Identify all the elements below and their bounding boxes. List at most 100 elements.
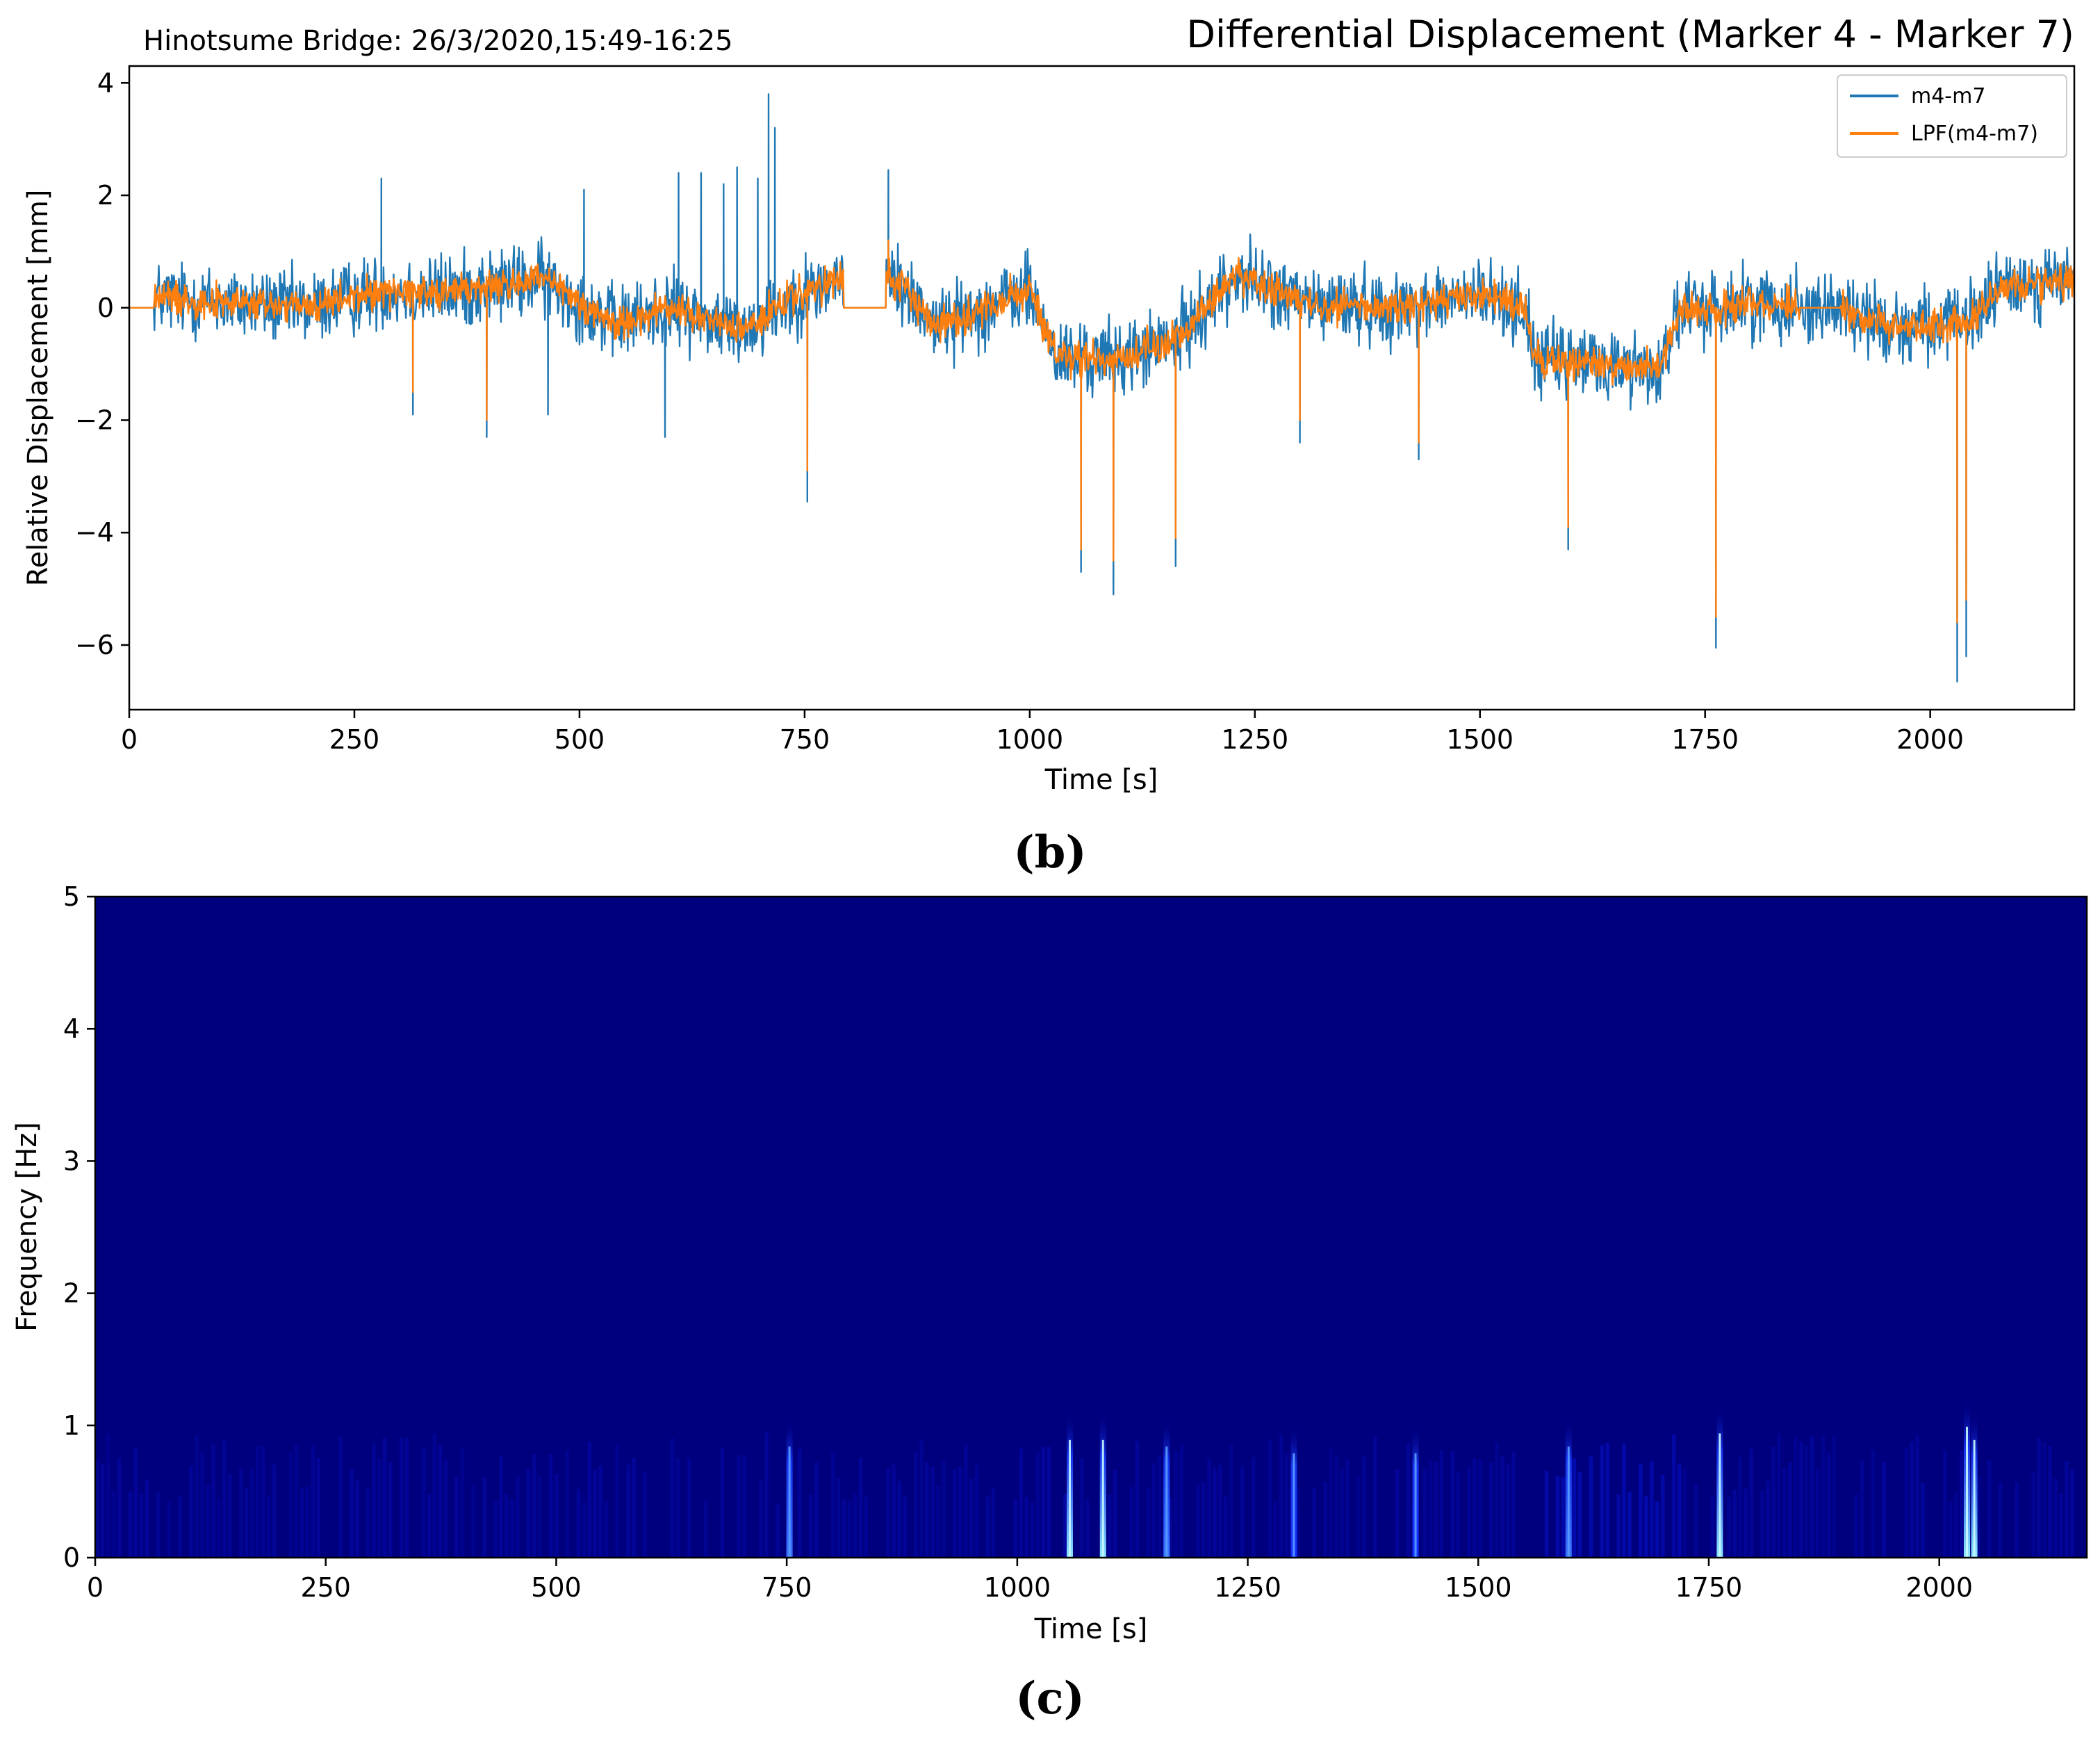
b-xtick-label-4: 1000 [996, 724, 1063, 755]
spectrogram-column [1788, 1462, 1792, 1558]
spectrogram-column [228, 1474, 232, 1558]
b-xtick-label-2: 500 [555, 724, 605, 755]
spectrogram-column [438, 1445, 443, 1558]
spectrogram-column [670, 1438, 675, 1558]
spectrogram-column [471, 1485, 475, 1558]
series-line-lpf [129, 239, 2074, 623]
spectrogram-column [1439, 1451, 1444, 1558]
panel-b-frame [128, 65, 2076, 711]
spectrogram-column [1915, 1435, 1919, 1558]
spectrogram-column [2015, 1481, 2019, 1558]
c-xtick-label-5: 1250 [1214, 1572, 1281, 1603]
spectrogram-column [1489, 1462, 1493, 1558]
spectrogram-column [1229, 1444, 1233, 1558]
spectrogram-column [2037, 1438, 2041, 1558]
spectrogram-column [1218, 1464, 1222, 1558]
spectrogram-column [505, 1494, 509, 1558]
panel-c-frame [94, 895, 2088, 1559]
spectrogram-column [626, 1465, 630, 1558]
spectrogram-column [1450, 1451, 1455, 1558]
spectrogram-column [2048, 1446, 2052, 1558]
spectrogram-bright-core [1966, 1426, 1969, 1558]
spectrogram-column [1295, 1487, 1300, 1558]
spectrogram-column [404, 1437, 409, 1558]
spectrogram-column [1201, 1482, 1206, 1558]
spectrogram-column [372, 1443, 376, 1558]
spectrogram-column [1943, 1451, 1947, 1558]
spectrogram-column [808, 1494, 813, 1558]
spectrogram-column [1323, 1481, 1327, 1558]
spectrogram-column [1013, 1499, 1018, 1558]
spectrogram-column [1589, 1456, 1593, 1558]
spectrogram-column [798, 1449, 802, 1558]
panel-c-spectrogram: 0 250 500 750 1000 1250 1500 1750 2000 0 1 2 3 4 5 Ti… [11, 881, 2088, 1645]
legend-label-raw: m4-m7 [1911, 84, 1985, 108]
panel-c-x-ticks: 0 250 500 750 1000 1250 1500 1750 2000 [87, 1558, 1973, 1603]
spectrogram-column [1738, 1457, 1743, 1558]
spectrogram-column [1224, 1497, 1228, 1558]
spectrogram-column [532, 1454, 536, 1558]
spectrogram-column [1860, 1460, 1864, 1558]
spectrogram-column [1766, 1481, 1770, 1558]
spectrogram-column [737, 1455, 741, 1558]
spectrogram-column [1168, 1498, 1173, 1558]
spectrogram-column [1782, 1467, 1787, 1558]
spectrogram-column [864, 1496, 869, 1558]
spectrogram-column [903, 1497, 907, 1558]
b-ytick-label-0: −6 [75, 630, 114, 660]
spectrogram-column [1157, 1455, 1162, 1558]
spectrogram-column [1356, 1475, 1361, 1558]
spectrogram-column [914, 1451, 918, 1558]
spectrogram-column [1627, 1492, 1632, 1558]
spectrogram-column [963, 1444, 968, 1558]
spectrogram-column [991, 1488, 996, 1558]
spectrogram-column [842, 1499, 846, 1558]
spectrogram-column [1921, 1483, 1925, 1558]
spectrogram-column [554, 1474, 559, 1558]
c-xtick-label-0: 0 [87, 1572, 104, 1603]
series-line-m4-m7 [129, 93, 2074, 683]
spectrogram-column [111, 1490, 116, 1558]
c-xtick-label-8: 2000 [1905, 1572, 1973, 1603]
spectrogram-column [1428, 1459, 1433, 1558]
spectrogram-column [836, 1478, 841, 1558]
spectrogram-column [587, 1442, 592, 1558]
spectrogram-column [338, 1437, 343, 1558]
spectrogram-column [1821, 1435, 1826, 1558]
spectrogram-column [892, 1465, 896, 1558]
spectrogram-column [1544, 1470, 1549, 1558]
spectrogram-column [493, 1501, 498, 1558]
spectrogram-column [847, 1501, 852, 1558]
spectrogram-column [1030, 1502, 1035, 1558]
spectrogram-column [1644, 1496, 1648, 1558]
panel-b-line-chart: Hinotsume Bridge: 26/3/2020,15:49-16:25 … [22, 13, 2076, 796]
spectrogram-column [576, 1488, 581, 1558]
spectrogram-column [382, 1437, 387, 1558]
b-xtick-label-0: 0 [121, 724, 138, 755]
spectrogram-column [886, 1467, 891, 1558]
spectrogram-column [499, 1456, 503, 1558]
spectrogram-column [1987, 1460, 1992, 1558]
spectrogram-column [217, 1499, 221, 1558]
spectrogram-column [1395, 1469, 1400, 1558]
spectrogram-column [366, 1487, 370, 1558]
y-axis-label-spectrogram: Frequency [Hz] [11, 1122, 43, 1332]
c-xtick-label-4: 1000 [983, 1572, 1051, 1603]
spectrogram-column [1340, 1468, 1344, 1558]
spectrogram-column [1854, 1494, 1859, 1558]
spectrogram-column [432, 1433, 437, 1558]
spectrogram-column [1373, 1436, 1377, 1558]
spectrogram-column [1362, 1456, 1366, 1558]
spectrogram-column [1904, 1447, 1908, 1558]
spectrogram-column [95, 1459, 99, 1558]
spectrogram-column [1500, 1455, 1504, 1558]
spectrogram-column [1196, 1484, 1200, 1558]
spectrogram-column [1804, 1444, 1809, 1558]
c-ytick-label-0: 0 [63, 1542, 80, 1573]
spectrogram-column [516, 1476, 520, 1558]
spectrogram-column [1151, 1463, 1156, 1558]
spectrogram-column [1240, 1467, 1245, 1558]
spectrogram-column [145, 1479, 149, 1558]
spectrogram-column [1251, 1457, 1256, 1558]
